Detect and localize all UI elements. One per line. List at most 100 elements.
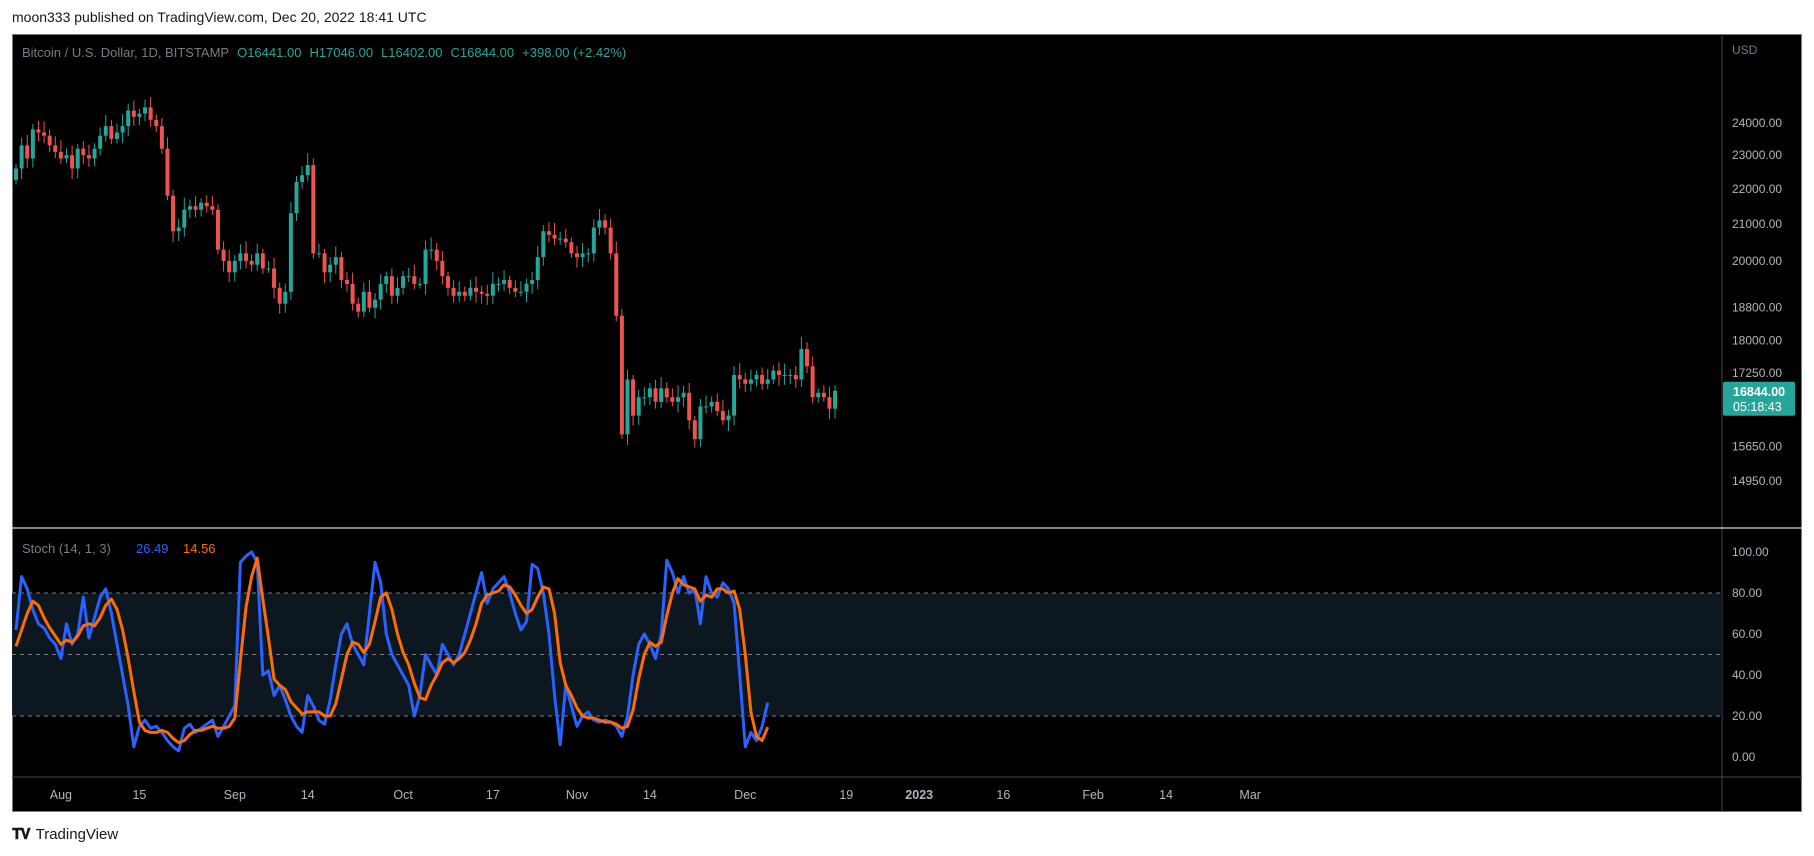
candle-body xyxy=(300,175,305,182)
price-tick-label: 24000.00 xyxy=(1732,116,1782,130)
candle-body xyxy=(653,388,658,402)
candle-body xyxy=(266,268,271,270)
stoch-d-line xyxy=(14,556,770,745)
candle-body xyxy=(316,253,321,255)
candle-body xyxy=(401,276,406,288)
footer-brand[interactable]: 𝐓𝐕 TradingView xyxy=(12,826,118,843)
candle-body xyxy=(412,276,417,284)
candle-body xyxy=(389,276,394,296)
stoch-tick-label: 60.00 xyxy=(1732,627,1762,641)
candle-body xyxy=(238,253,243,261)
candle-body xyxy=(698,406,703,440)
publish-header: moon333 published on TradingView.com, De… xyxy=(12,9,427,25)
price-tick-label: 23000.00 xyxy=(1732,148,1782,162)
candle-body xyxy=(367,291,372,308)
candle-body xyxy=(502,280,507,284)
candle-body xyxy=(440,260,445,277)
last-price-value: 16844.00 xyxy=(1733,385,1785,399)
candle-body xyxy=(681,392,686,398)
candle-body xyxy=(406,276,411,278)
candle-body xyxy=(395,287,400,296)
candle-body xyxy=(193,206,198,210)
stoch-axis-ticks: 100.00 80.00 60.00 40.00 20.00 0.00 xyxy=(1732,545,1769,764)
candle-body xyxy=(597,220,602,228)
candle-body xyxy=(294,181,299,214)
candle-body xyxy=(631,379,636,416)
candle-body xyxy=(704,406,709,408)
candle-body xyxy=(535,257,540,281)
candle-body xyxy=(244,253,249,261)
footer-brand-label: TradingView xyxy=(35,826,119,843)
candle-body xyxy=(417,283,422,285)
candle-body xyxy=(350,283,355,304)
candle-body xyxy=(816,392,821,398)
candle-body xyxy=(760,374,765,384)
candle-body xyxy=(625,379,630,435)
time-tick-label: Nov xyxy=(566,788,589,802)
time-tick-label: 17 xyxy=(486,788,500,802)
candle-body xyxy=(636,397,641,416)
ohlc-open: O16441.00 xyxy=(237,45,301,60)
candle-body xyxy=(558,238,563,240)
candle-body xyxy=(434,249,439,261)
candle-body xyxy=(30,129,35,159)
candle-body xyxy=(86,155,91,159)
ohlc-change: +398.00 (+2.42%) xyxy=(522,45,626,60)
price-tick-label: 18800.00 xyxy=(1732,301,1782,315)
ohlc-high: H17046.00 xyxy=(309,45,373,60)
price-tick-label: 20000.00 xyxy=(1732,254,1782,268)
candle-body xyxy=(490,283,495,296)
time-tick-label: 15 xyxy=(132,788,146,802)
time-tick-label: Aug xyxy=(50,788,72,802)
candle-body xyxy=(793,374,798,380)
price-tick-label: 22000.00 xyxy=(1732,182,1782,196)
candle-body xyxy=(305,165,310,176)
currency-label: USD xyxy=(1732,43,1758,57)
candle-body xyxy=(356,303,361,312)
price-tick-label: 14950.00 xyxy=(1732,474,1782,488)
candle-body xyxy=(42,132,47,136)
candle-body xyxy=(159,126,164,149)
candle-body xyxy=(754,374,759,380)
candle-body xyxy=(322,253,327,273)
candle-body xyxy=(805,349,810,367)
candle-body xyxy=(524,283,529,292)
time-axis-ticks: Aug 15 Sep 14 Oct 17 Nov 14 Dec 19 2023 16 Feb 14 Mar xyxy=(50,788,1261,802)
candle-body xyxy=(530,280,535,284)
candle-body xyxy=(748,379,753,384)
indicator-d-value: 14.56 xyxy=(183,541,216,556)
candle-body xyxy=(518,291,523,293)
candle-body xyxy=(552,234,557,239)
candle-body xyxy=(429,249,434,251)
candle-body xyxy=(507,280,512,288)
candle-body xyxy=(165,148,170,196)
candle-body xyxy=(36,129,41,133)
candle-body xyxy=(53,145,58,152)
candle-body xyxy=(199,202,204,210)
indicator-k-value: 26.49 xyxy=(136,541,169,556)
candle-body xyxy=(25,145,30,159)
candle-body xyxy=(788,374,793,376)
candle-body xyxy=(210,206,215,210)
candle-body xyxy=(103,126,108,136)
time-tick-label: Oct xyxy=(393,788,413,802)
candle-body xyxy=(580,253,585,258)
candle-body xyxy=(176,227,181,232)
candle-body xyxy=(675,397,680,402)
candle-body xyxy=(64,155,69,159)
stoch-tick-label: 20.00 xyxy=(1732,709,1762,723)
candle-body xyxy=(114,132,119,139)
candle-body xyxy=(423,249,428,284)
candle-body xyxy=(726,415,731,421)
candle-body xyxy=(569,242,574,254)
ohlc-close: C16844.00 xyxy=(451,45,515,60)
price-tick-label: 18000.00 xyxy=(1732,334,1782,348)
time-tick-label: 16 xyxy=(996,788,1010,802)
stoch-tick-label: 0.00 xyxy=(1732,750,1756,764)
candle-body xyxy=(827,397,832,409)
candle-body xyxy=(215,209,220,250)
candle-body xyxy=(81,148,86,156)
candle-body xyxy=(541,231,546,258)
candle-body xyxy=(732,374,737,416)
